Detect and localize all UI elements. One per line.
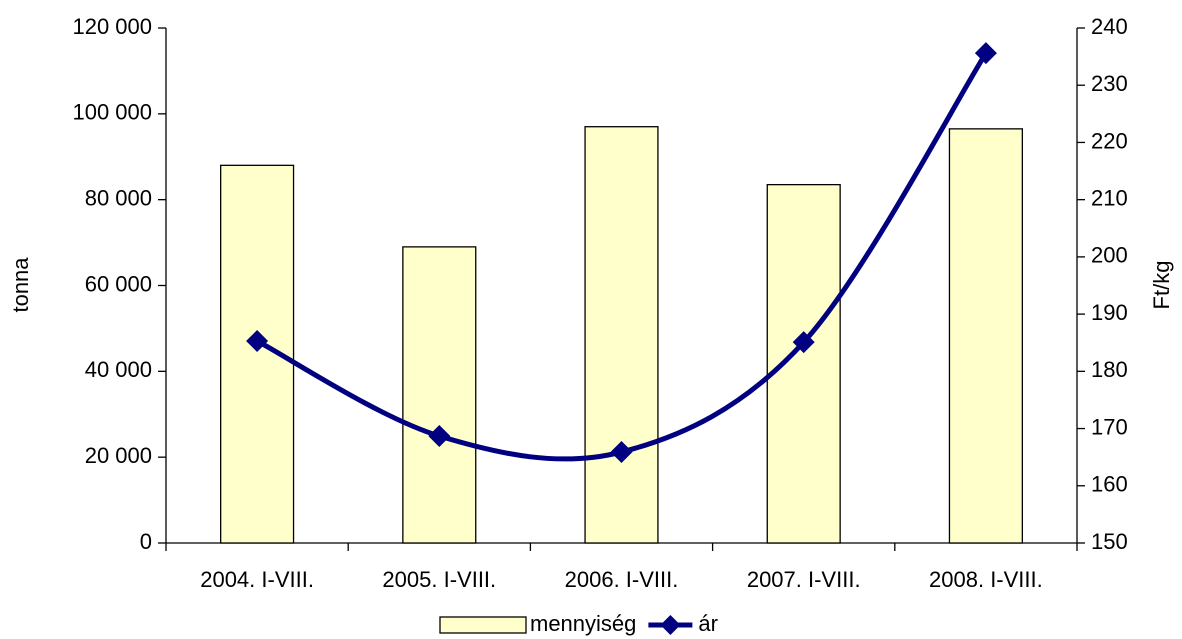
x-tick-label: 2007. I-VIII. (747, 567, 861, 592)
bar (402, 246, 477, 544)
legend-label: ár (698, 611, 718, 636)
x-tick-label: 2005. I-VIII. (382, 567, 496, 592)
y-tick-label: 0 (140, 529, 152, 554)
y2-axis-label: Ft/kg (1149, 261, 1174, 310)
marker (428, 424, 451, 447)
y-tick-label: 40 000 (85, 357, 152, 382)
y2-tick-label: 200 (1091, 243, 1128, 268)
y-tick-label: 120 000 (72, 14, 152, 39)
marker (974, 42, 997, 65)
marker (792, 331, 815, 354)
y2-tick-label: 150 (1091, 529, 1128, 554)
x-tick-label: 2006. I-VIII. (565, 567, 679, 592)
y-tick-label: 20 000 (85, 443, 152, 468)
y2-tick-label: 220 (1091, 128, 1128, 153)
legend-marker (660, 615, 681, 635)
bar (948, 128, 1023, 544)
x-tick-label: 2004. I-VIII. (200, 567, 314, 592)
y2-tick-label: 180 (1091, 357, 1128, 382)
marker (246, 330, 269, 353)
marker (610, 441, 633, 464)
y-tick-label: 100 000 (72, 100, 152, 125)
y2-tick-label: 210 (1091, 185, 1128, 210)
y-axis-label: tonna (8, 257, 33, 313)
bar (766, 183, 841, 544)
legend-label: mennyiség (530, 611, 636, 636)
bar (584, 126, 659, 544)
y2-tick-label: 190 (1091, 300, 1128, 325)
y-tick-label: 80 000 (85, 185, 152, 210)
legend-swatch (439, 616, 527, 634)
y2-tick-label: 230 (1091, 71, 1128, 96)
line (255, 51, 989, 462)
y2-tick-label: 170 (1091, 414, 1128, 439)
y2-tick-label: 160 (1091, 472, 1128, 497)
y-tick-label: 60 000 (85, 271, 152, 296)
x-tick-label: 2008. I-VIII. (929, 567, 1043, 592)
y2-tick-label: 240 (1091, 14, 1128, 39)
